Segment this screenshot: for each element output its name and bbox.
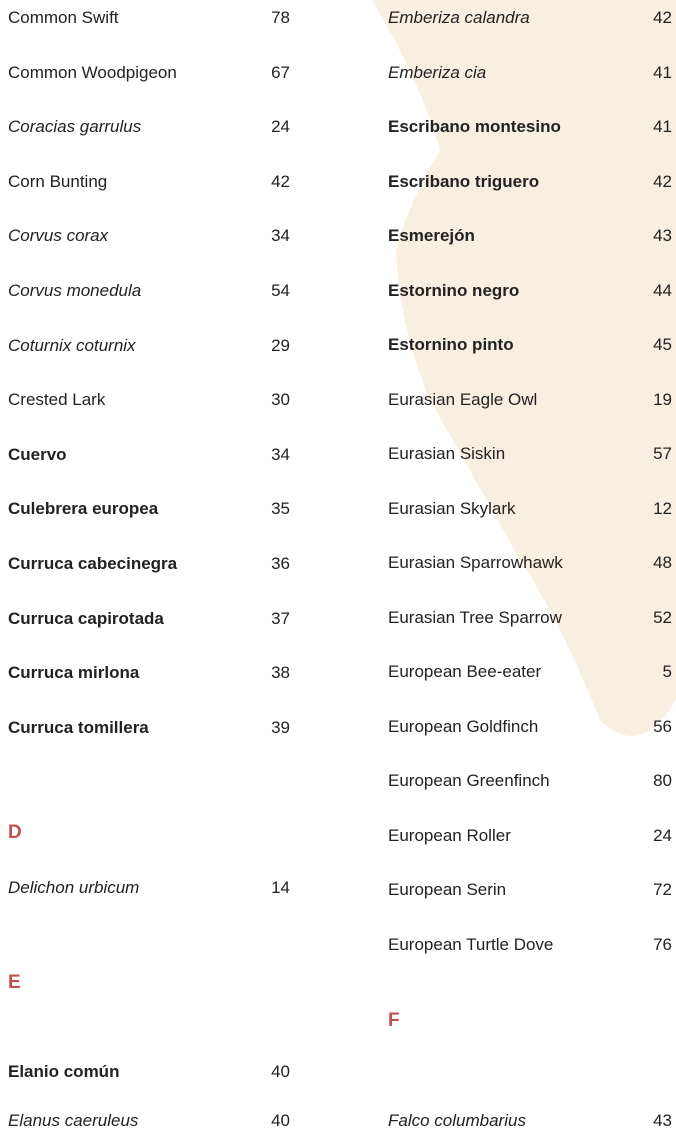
entry-name: European Serin	[388, 880, 506, 900]
page-number: 43	[612, 226, 672, 246]
page-number: 38	[230, 663, 290, 683]
entry-name: Esmerejón	[388, 226, 475, 246]
section-letter: D	[8, 823, 22, 843]
entry-name: Corvus monedula	[8, 281, 141, 301]
entry-name: Eurasian Sparrowhawk	[388, 553, 563, 573]
page-number: 42	[612, 8, 672, 28]
entry-name: Emberiza calandra	[388, 8, 530, 28]
page-number: 30	[230, 390, 290, 410]
page-number: 67	[230, 63, 290, 83]
page-number: 42	[612, 172, 672, 192]
page-number: 80	[612, 771, 672, 791]
page-number: 24	[612, 826, 672, 846]
entry-name: Elanio común	[8, 1062, 119, 1082]
entry-name: Curruca cabecinegra	[8, 554, 177, 574]
page-number: 14	[230, 878, 290, 898]
entry-name: Crested Lark	[8, 390, 105, 410]
page-number: 72	[612, 880, 672, 900]
page-number: 54	[230, 281, 290, 301]
entry-name: Corn Bunting	[8, 172, 107, 192]
page-number: 76	[612, 935, 672, 955]
entry-name: Eurasian Eagle Owl	[388, 390, 537, 410]
page-number: 45	[612, 335, 672, 355]
page-number: 34	[230, 445, 290, 465]
page-number: 78	[230, 8, 290, 28]
page-number: 29	[230, 336, 290, 356]
page-number: 19	[612, 390, 672, 410]
page-number: 57	[612, 444, 672, 464]
page-number: 40	[230, 1111, 290, 1131]
page-number: 56	[612, 717, 672, 737]
entry-name: Curruca tomillera	[8, 718, 149, 738]
entry-name: Curruca mirlona	[8, 663, 139, 683]
entry-name: Coracias garrulus	[8, 117, 141, 137]
page-number: 35	[230, 499, 290, 519]
entry-name: Eurasian Siskin	[388, 444, 505, 464]
page-number: 36	[230, 554, 290, 574]
page-number: 39	[230, 718, 290, 738]
entry-name: European Turtle Dove	[388, 935, 553, 955]
page-number: 42	[230, 172, 290, 192]
entry-name: Culebrera europea	[8, 499, 158, 519]
page-number: 41	[612, 117, 672, 137]
entry-name: Eurasian Skylark	[388, 499, 516, 519]
page-number: 41	[612, 63, 672, 83]
page-number: 12	[612, 499, 672, 519]
entry-name: Coturnix coturnix	[8, 336, 136, 356]
entry-name: Emberiza cia	[388, 63, 486, 83]
entry-name: Escribano triguero	[388, 172, 539, 192]
entry-name: Common Swift	[8, 8, 119, 28]
section-letter: F	[388, 1011, 400, 1031]
index-page: Common Swift 78 Common Woodpigeon 67 Coracia…	[0, 0, 676, 1142]
entry-name: Elanus caeruleus	[8, 1111, 138, 1131]
entry-name: Escribano montesino	[388, 117, 561, 137]
page-number: 43	[612, 1111, 672, 1131]
entry-name: Falco columbarius	[388, 1111, 526, 1131]
entry-name: European Bee-eater	[388, 662, 541, 682]
page-number: 5	[612, 662, 672, 682]
page-number: 24	[230, 117, 290, 137]
entry-name: Estornino pinto	[388, 335, 514, 355]
page-number: 40	[230, 1062, 290, 1082]
page-number: 37	[230, 609, 290, 629]
entry-name: Common Woodpigeon	[8, 63, 177, 83]
entry-name: Curruca capirotada	[8, 609, 164, 629]
entry-name: European Greenfinch	[388, 771, 550, 791]
page-number: 44	[612, 281, 672, 301]
entry-name: Estornino negro	[388, 281, 519, 301]
entry-name: Corvus corax	[8, 226, 108, 246]
page-number: 48	[612, 553, 672, 573]
entry-name: Cuervo	[8, 445, 67, 465]
page-number: 34	[230, 226, 290, 246]
section-letter: E	[8, 973, 21, 993]
page-number: 52	[612, 608, 672, 628]
entry-name: European Roller	[388, 826, 511, 846]
entry-name: Eurasian Tree Sparrow	[388, 608, 562, 628]
entry-name: European Goldfinch	[388, 717, 538, 737]
entry-name: Delichon urbicum	[8, 878, 139, 898]
